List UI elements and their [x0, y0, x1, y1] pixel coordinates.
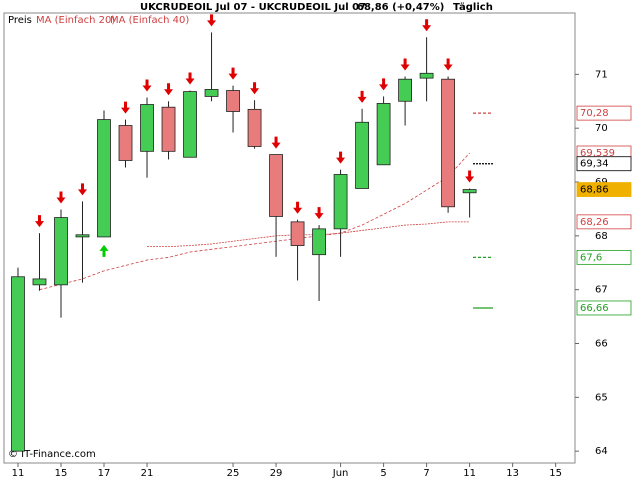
- candle-body: [226, 90, 240, 112]
- candle-body: [54, 217, 68, 286]
- sell-signal: [357, 90, 367, 103]
- candle-body: [312, 228, 326, 256]
- candle-body: [204, 89, 219, 97]
- sell-signal: [164, 83, 174, 96]
- candle-body: [376, 103, 391, 166]
- candle-body: [419, 72, 434, 79]
- candle-body: [333, 174, 348, 230]
- sell-signal: [142, 79, 152, 92]
- candle-body: [355, 121, 369, 189]
- y-tick-label: 68: [595, 231, 608, 242]
- y-tick-label: 64: [595, 446, 608, 457]
- footer: © IT-Finance.com: [8, 449, 96, 460]
- plot-frame: [3, 12, 576, 464]
- y-tick-label: 71: [595, 69, 608, 80]
- sell-signal: [185, 72, 195, 85]
- x-tick-label: 11: [463, 468, 476, 479]
- candle-body: [183, 91, 197, 158]
- candle-body: [140, 104, 154, 152]
- sell-signal: [293, 201, 303, 214]
- legend-entry: MA (Einfach 20): [36, 15, 115, 26]
- x-tick-label: 7: [423, 468, 429, 479]
- level-label: 69,34: [580, 159, 609, 170]
- candle-body: [398, 78, 412, 102]
- level-label: 70,28: [580, 108, 609, 119]
- legend-entry: MA (Einfach 40): [110, 15, 189, 26]
- sell-signal: [250, 82, 260, 95]
- level-box: [576, 182, 632, 197]
- x-tick-label: 13: [506, 468, 519, 479]
- sell-signal: [443, 58, 453, 71]
- sell-signal: [34, 215, 44, 228]
- x-tick-label: 17: [98, 468, 111, 479]
- last-price: 68,86 (+0,47%): [357, 2, 444, 13]
- sell-signal: [314, 207, 324, 220]
- level-label: 66,66: [580, 303, 609, 314]
- sell-signal: [207, 14, 217, 27]
- y-tick-label: 67: [595, 285, 608, 296]
- ma-line: [147, 221, 470, 248]
- candle-body: [11, 276, 25, 452]
- sell-signal: [465, 170, 475, 183]
- y-tick-label: 65: [595, 392, 608, 403]
- level-box: [576, 249, 632, 265]
- x-tick-label: 15: [55, 468, 68, 479]
- x-tick-label: 11: [12, 468, 25, 479]
- sell-signal: [336, 151, 346, 164]
- x-tick-label: 15: [549, 468, 562, 479]
- x-tick-label: 5: [380, 468, 386, 479]
- candle-body: [269, 154, 283, 217]
- sell-signal: [271, 136, 281, 149]
- candle-body: [161, 106, 176, 152]
- sell-signal: [121, 101, 131, 114]
- level-box: [576, 214, 632, 230]
- candle-body: [441, 78, 456, 208]
- level-label: 68,26: [580, 217, 609, 228]
- candle-body: [97, 119, 111, 238]
- ma-line: [39, 152, 470, 291]
- chart-title: UKCRUDEOIL Jul 07 - UKCRUDEOIL Jul 07: [140, 2, 366, 13]
- sell-signal: [422, 19, 432, 32]
- candle-body: [462, 189, 477, 194]
- level-box: [576, 156, 632, 172]
- candle-body: [247, 108, 262, 147]
- y-tick-label: 70: [595, 123, 608, 134]
- x-tick-label: 25: [227, 468, 240, 479]
- legend-entry: Preis: [8, 15, 32, 26]
- period: Täglich: [453, 2, 493, 13]
- candle-body: [32, 278, 47, 286]
- buy-signal: [99, 244, 109, 257]
- sell-signal: [379, 78, 389, 91]
- y-tick-label: 66: [595, 339, 608, 350]
- level-label: 69,539: [580, 148, 615, 159]
- x-tick-label: Jun: [332, 468, 349, 479]
- sell-signal: [56, 191, 66, 204]
- x-tick-label: 29: [270, 468, 283, 479]
- level-label: 67,6: [580, 252, 602, 263]
- sell-signal: [228, 67, 238, 80]
- candle-body: [75, 234, 90, 238]
- level-box: [576, 300, 632, 316]
- candle-body: [118, 125, 133, 161]
- candle-body: [290, 221, 305, 246]
- level-box: [576, 105, 632, 121]
- level-label: 68,86: [580, 185, 609, 196]
- sell-signal: [77, 183, 87, 196]
- x-tick-label: 21: [141, 468, 154, 479]
- sell-signal: [400, 58, 410, 71]
